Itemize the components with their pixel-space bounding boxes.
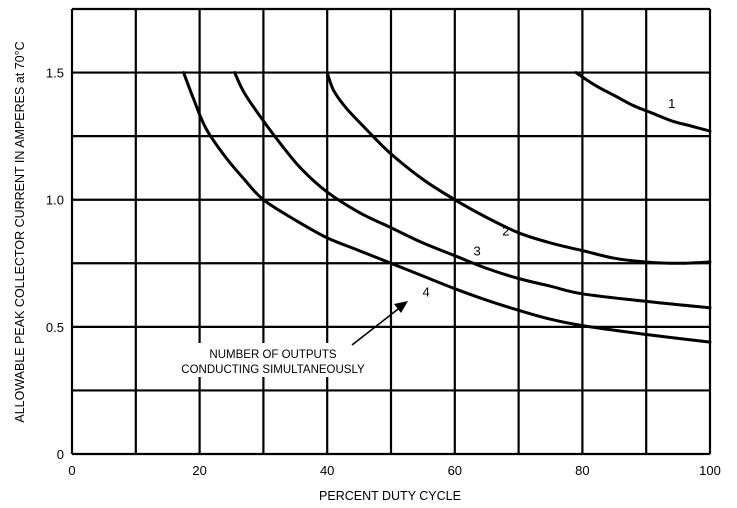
y-tick-label: 1.0 (46, 193, 64, 208)
series-label-4: 4 (422, 284, 429, 299)
annotation-line-2: CONDUCTING SIMULTANEOUSLY (181, 364, 365, 376)
y-tick-labels: 0 0.5 1.0 1.5 (46, 66, 64, 462)
y-axis-title: ALLOWABLE PEAK COLLECTOR CURRENT IN AMPE… (13, 41, 27, 422)
annotation-line-1: NUMBER OF OUTPUTS (209, 349, 336, 361)
annotation-box-background (168, 343, 378, 377)
x-tick-label: 40 (320, 463, 334, 478)
x-tick-label: 100 (699, 463, 721, 478)
x-tick-labels: 0 20 40 60 80 100 (68, 463, 720, 478)
curve-labels: 1 2 3 4 (422, 96, 675, 299)
series-line-2 (325, 71, 712, 265)
x-tick-label: 60 (448, 463, 462, 478)
series-label-1: 1 (668, 96, 675, 111)
series-label-3: 3 (474, 244, 481, 259)
x-tick-label: 20 (192, 463, 206, 478)
series-label-2: 2 (502, 223, 509, 238)
y-tick-label: 0 (57, 447, 64, 462)
x-axis-title: PERCENT DUTY CYCLE (319, 489, 461, 503)
annotation-arrow-head (394, 301, 408, 313)
x-tick-label: 80 (575, 463, 589, 478)
series-line-4 (182, 71, 712, 344)
curves (182, 71, 712, 344)
series-line-3 (233, 71, 712, 310)
x-tick-label: 0 (68, 463, 75, 478)
y-tick-label: 0.5 (46, 320, 64, 335)
annotation-box: NUMBER OF OUTPUTS CONDUCTING SIMULTANEOU… (168, 301, 408, 377)
grid (70, 7, 712, 456)
y-tick-label: 1.5 (46, 66, 64, 81)
series-line-1 (574, 71, 712, 133)
annotation-arrow-shaft (351, 305, 403, 346)
